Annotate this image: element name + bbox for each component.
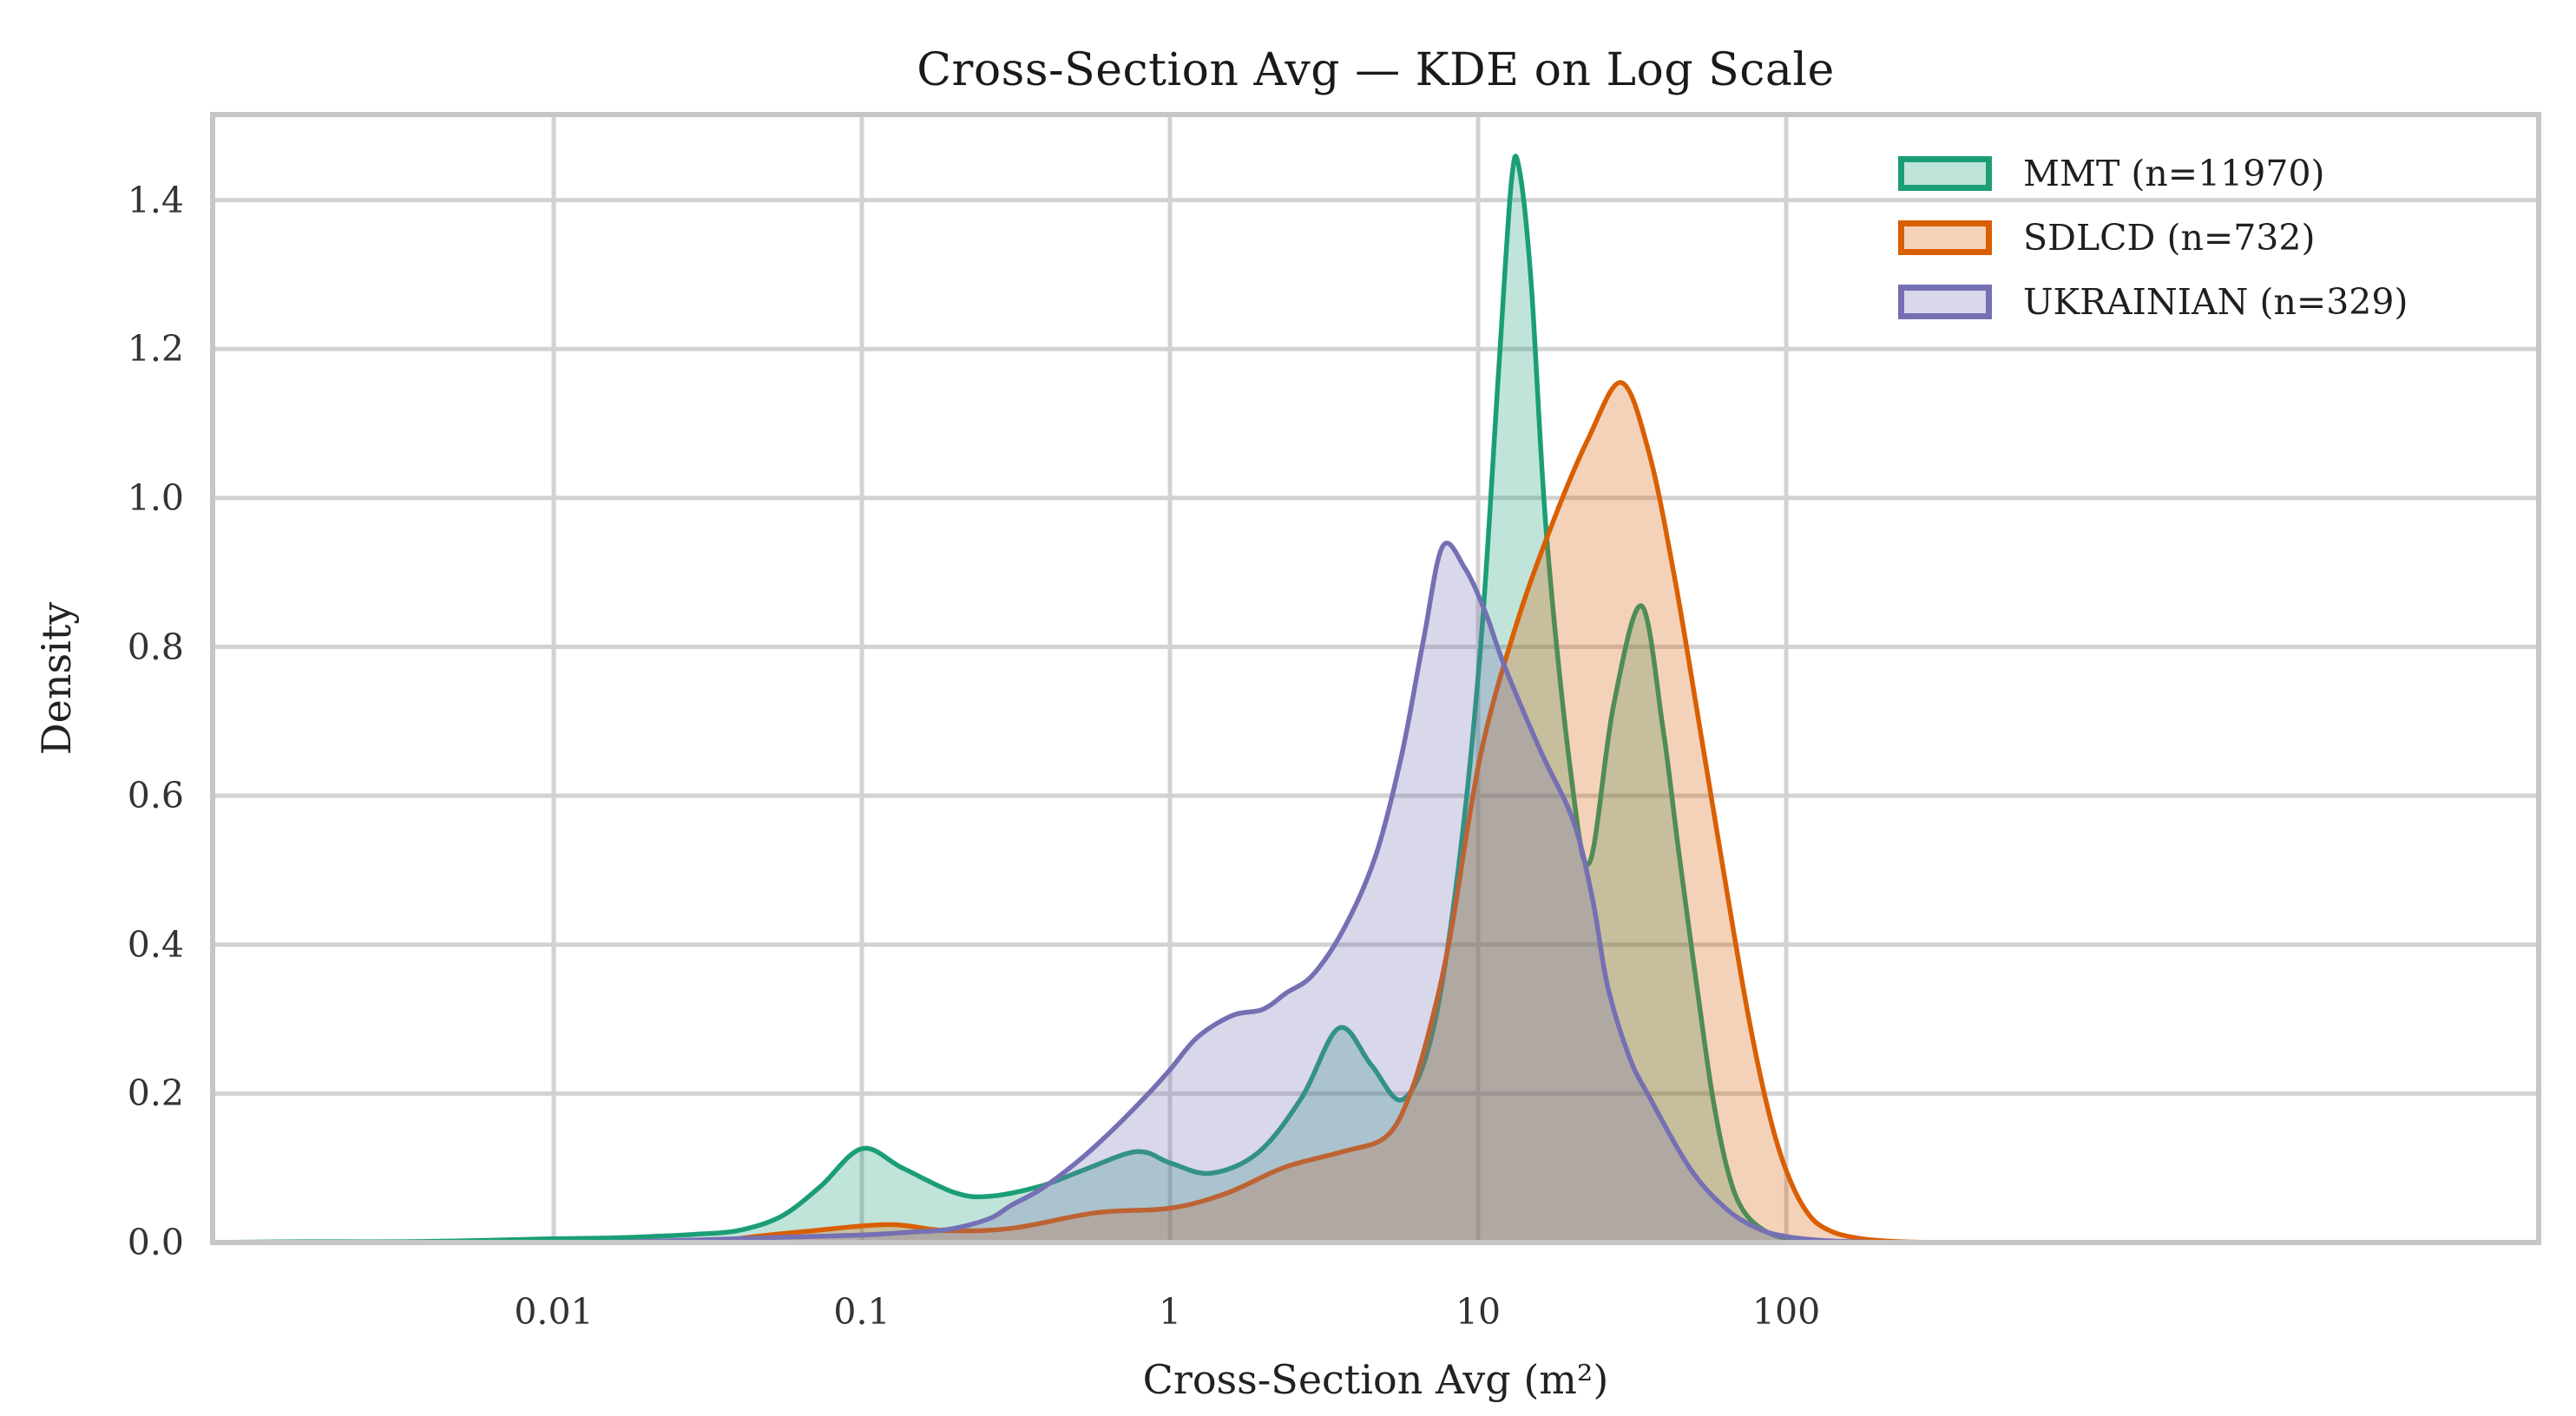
legend-swatch	[1898, 285, 1992, 319]
y-tick-label: 1.2	[127, 328, 184, 370]
legend-row: SDLCD (n=732)	[1898, 214, 2315, 261]
x-tick-label: 0.01	[514, 1291, 594, 1333]
legend-label: UKRAINIAN (n=329)	[2023, 281, 2408, 323]
y-tick-label: 1.0	[127, 476, 184, 519]
chart-title: Cross-Section Avg — KDE on Log Scale	[917, 44, 1835, 96]
x-tick-label: 100	[1751, 1291, 1821, 1333]
y-tick-label: 0.8	[127, 626, 184, 668]
kde-line-mmt	[213, 154, 1921, 1242]
kde-area-mmt	[213, 155, 1918, 1242]
kde-area-ukrainian	[606, 542, 1893, 1242]
kde-line-sdlcd	[709, 380, 1947, 1242]
y-tick-label: 1.4	[127, 179, 184, 221]
plot-border	[210, 112, 2541, 1245]
x-tick-label: 10	[1455, 1291, 1502, 1333]
legend-swatch	[1898, 220, 1992, 255]
x-tick-label: 0.1	[833, 1291, 890, 1333]
legend-row: UKRAINIAN (n=329)	[1898, 279, 2408, 325]
legend-row: MMT (n=11970)	[1898, 150, 2325, 197]
y-tick-label: 0.2	[127, 1072, 184, 1115]
y-tick-label: 0.4	[127, 923, 184, 966]
x-tick-label: 1	[1158, 1291, 1182, 1333]
y-tick-label: 0.6	[127, 775, 184, 817]
x-axis-label: Cross-Section Avg (m²)	[1142, 1356, 1609, 1403]
legend-label: SDLCD (n=732)	[2023, 217, 2316, 259]
kde-area-sdlcd	[712, 382, 1945, 1242]
legend-label: MMT (n=11970)	[2023, 153, 2325, 194]
kde-series	[213, 154, 1947, 1242]
legend-swatch	[1898, 156, 1992, 191]
y-tick-label: 0.0	[127, 1222, 184, 1263]
kde-line-ukrainian	[603, 541, 1895, 1242]
